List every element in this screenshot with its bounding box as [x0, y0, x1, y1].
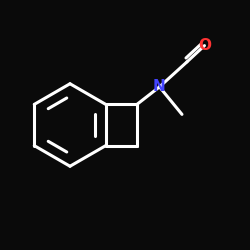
- Text: O: O: [198, 38, 211, 53]
- Text: N: N: [153, 79, 166, 94]
